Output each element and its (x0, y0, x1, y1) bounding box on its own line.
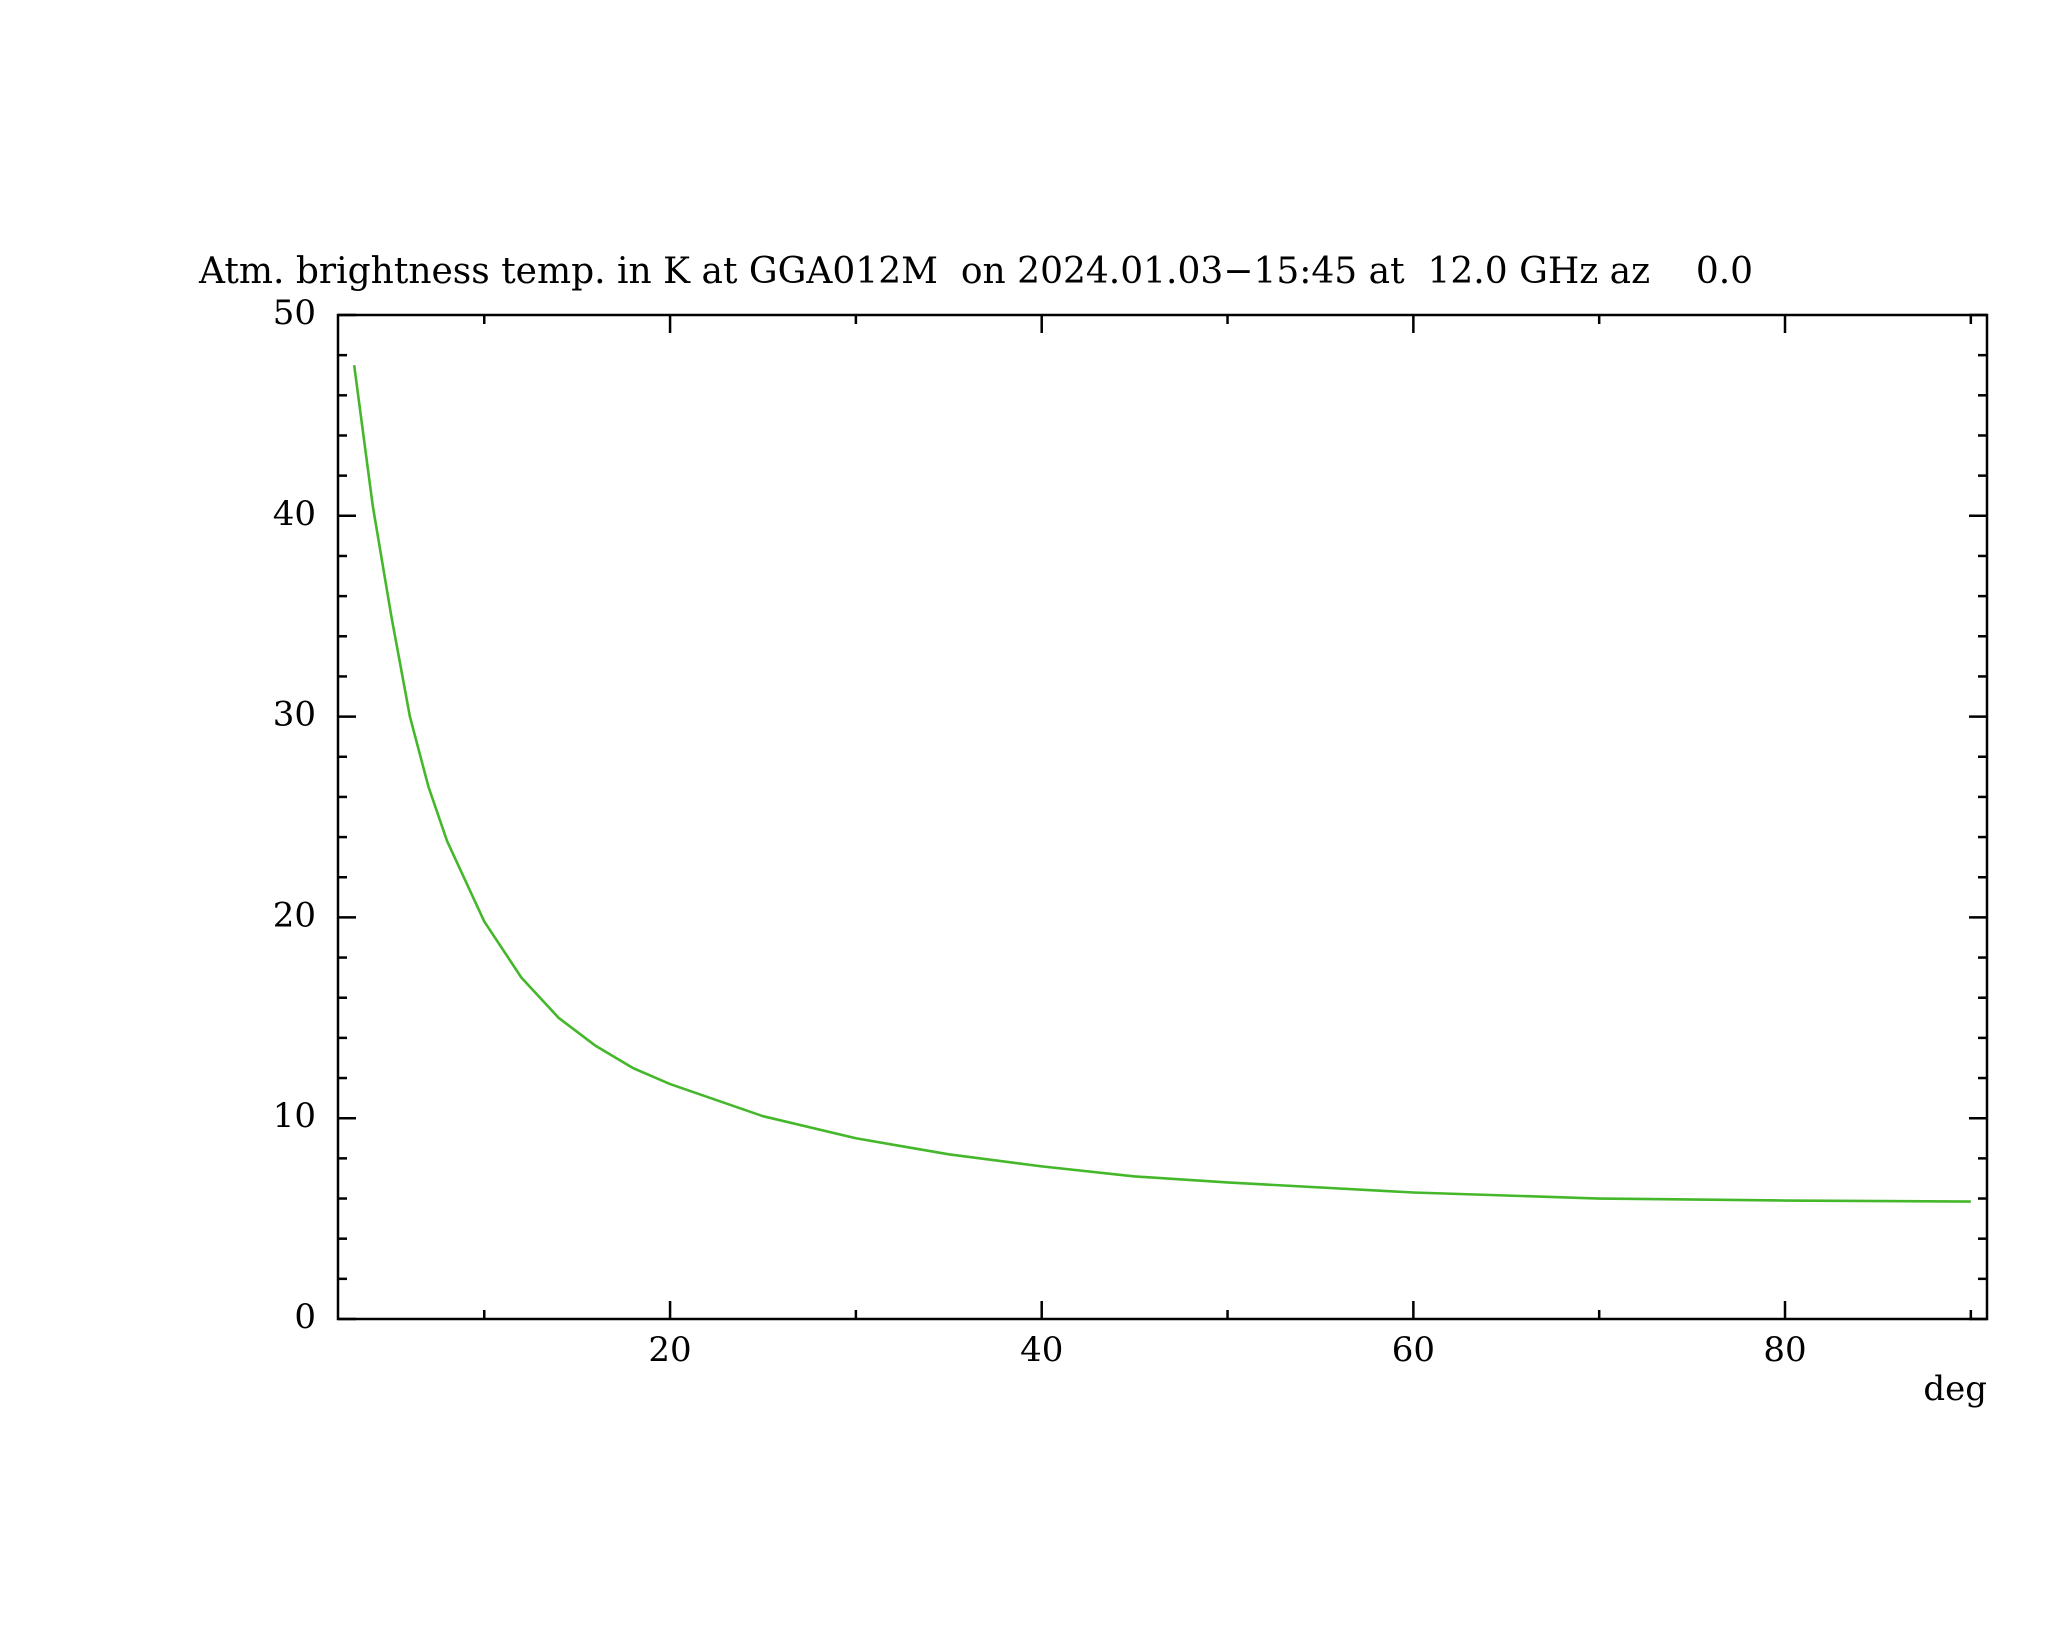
plot-frame (336, 313, 1989, 1321)
y-tick-label: 20 (273, 895, 316, 935)
x-tick-label: 80 (1763, 1330, 1806, 1370)
y-tick-label: 30 (273, 695, 316, 735)
x-axis-label: deg (1923, 1369, 1987, 1409)
chart-title: Atm. brightness temp. in K at GGA012M on… (198, 251, 1753, 292)
y-tick-label: 50 (273, 293, 316, 333)
x-tick-label: 20 (648, 1330, 691, 1370)
x-tick-label: 60 (1392, 1330, 1435, 1370)
data-line (352, 365, 1971, 1203)
y-tick-label: 40 (273, 494, 316, 534)
y-tick-label: 0 (294, 1297, 316, 1337)
x-tick-label: 40 (1020, 1330, 1063, 1370)
y-tick-label: 10 (273, 1096, 316, 1136)
